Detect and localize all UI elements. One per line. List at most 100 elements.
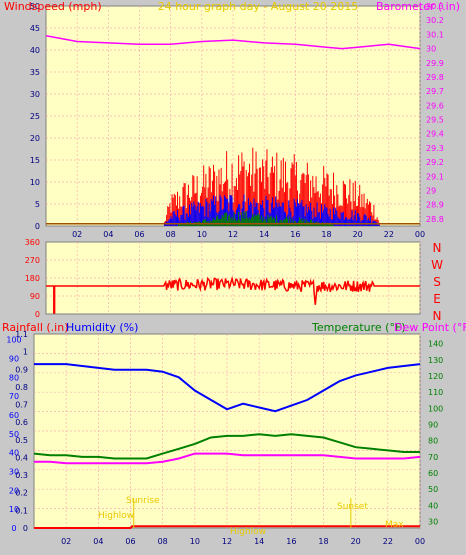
- ylabel-rainfall: Rainfall (.in): [2, 321, 69, 334]
- x-tick-label: 20: [353, 230, 363, 239]
- x-tick-label: 20: [351, 537, 361, 546]
- y-tick-label-rain: 1.1: [15, 330, 28, 339]
- y-tick-label: 25: [30, 112, 40, 121]
- compass-label: N: [433, 309, 442, 323]
- chart-title: 24 hour graph day - August 20 2015: [158, 0, 359, 13]
- compass-label: E: [433, 292, 441, 306]
- y-tick-label-temp: 110: [428, 388, 443, 397]
- x-tick-label: 14: [254, 537, 264, 546]
- y-tick-label-humidity: 80: [9, 373, 19, 382]
- y-tick-label: 5: [35, 200, 40, 209]
- y-tick-label-right: 30.1: [426, 30, 444, 39]
- x-tick-label: 00: [415, 537, 425, 546]
- y-tick-label: 50: [30, 2, 40, 11]
- direction-series: [46, 275, 420, 314]
- y-tick-label-humidity: 70: [9, 392, 19, 401]
- y-tick-label-temp: 130: [428, 356, 443, 365]
- y-tick-label-rain: 0.8: [15, 383, 28, 392]
- ylabel-temperature: Temperature (°F): [311, 321, 406, 334]
- ylabel-windspeed: Windspeed (mph): [4, 0, 102, 13]
- y-tick-label: 270: [25, 256, 40, 265]
- y-tick-label: 180: [25, 274, 40, 283]
- y-tick-label-temp: 60: [428, 469, 438, 478]
- y-tick-label-right: 28.8: [426, 215, 444, 224]
- compass-label: S: [433, 275, 441, 289]
- x-tick-label: 04: [103, 230, 113, 239]
- rainfall-series: [34, 525, 420, 529]
- y-tick-label-humidity: 40: [9, 449, 19, 458]
- y-tick-label-right: 29.8: [426, 73, 444, 82]
- y-tick-label: 360: [25, 238, 40, 247]
- y-tick-label-humidity: 0: [11, 524, 16, 533]
- compass-label: W: [431, 258, 443, 272]
- compass-label: N: [433, 241, 442, 255]
- sunset-label: Sunset: [337, 502, 368, 512]
- y-tick-label-temp: 90: [428, 421, 438, 430]
- x-tick-label: 18: [318, 537, 328, 546]
- y-tick-label-temp: 50: [428, 485, 438, 494]
- y-tick-label-humidity: 30: [9, 467, 19, 476]
- y-tick-label-right: 29.2: [426, 158, 444, 167]
- x-tick-label: 04: [93, 537, 103, 546]
- y-tick-label-rain: 0.9: [15, 365, 28, 374]
- y-tick-label-temp: 80: [428, 437, 438, 446]
- temperature-series: [33, 433, 420, 460]
- x-tick-label: 00: [415, 230, 425, 239]
- y-tick-label: 90: [30, 292, 40, 301]
- x-tick-label: 18: [321, 230, 331, 239]
- y-tick-label: 15: [30, 156, 40, 165]
- x-tick-label: 10: [197, 230, 207, 239]
- y-tick-label-right: 29: [426, 187, 436, 196]
- y-tick-label-right: 29.1: [426, 172, 444, 181]
- y-tick-label-rain: 0.7: [15, 401, 28, 410]
- y-tick-label: 45: [30, 24, 40, 33]
- y-tick-label-rain: 1: [23, 348, 28, 357]
- ylabel-barometer: Barometer (.in): [376, 0, 460, 13]
- y-tick-label-right: 30.2: [426, 16, 444, 25]
- humidity-series: [34, 363, 421, 413]
- y-tick-label-rain: 0.1: [15, 506, 28, 515]
- dewpoint-series: [34, 452, 421, 465]
- y-tick-label: 0: [35, 222, 40, 231]
- y-tick-label-temp: 120: [428, 372, 443, 381]
- x-tick-label: 22: [383, 537, 393, 546]
- x-tick-label: 12: [222, 537, 232, 546]
- y-tick-label: 10: [30, 178, 40, 187]
- x-tick-label: 02: [72, 230, 82, 239]
- x-tick-label: 08: [158, 537, 168, 546]
- y-tick-label-rain: 0.6: [15, 418, 28, 427]
- y-tick-label-rain: 0.2: [15, 489, 28, 498]
- y-tick-label-right: 29.7: [426, 87, 444, 96]
- max-label: Max: [385, 520, 404, 530]
- y-tick-label-humidity: 100: [6, 336, 21, 345]
- y-tick-label-temp: 40: [428, 501, 438, 510]
- y-tick-label-right: 30: [426, 45, 436, 54]
- y-tick-label: 40: [30, 46, 40, 55]
- highlow-label-2: Highlow: [230, 527, 266, 537]
- y-tick-label: 20: [30, 134, 40, 143]
- x-tick-label: 10: [190, 537, 200, 546]
- y-tick-label-right: 29.9: [426, 59, 444, 68]
- x-tick-label: 06: [134, 230, 144, 239]
- y-tick-label-temp: 100: [428, 404, 443, 413]
- sunrise-label: Sunrise: [126, 496, 160, 506]
- y-tick-label-right: 28.9: [426, 201, 444, 210]
- y-tick-label-right: 29.3: [426, 144, 444, 153]
- y-tick-label-rain: 0: [23, 524, 28, 533]
- y-tick-label-right: 29.6: [426, 101, 444, 110]
- y-tick-label-temp: 70: [428, 453, 438, 462]
- x-tick-label: 14: [259, 230, 269, 239]
- y-tick-label-right: 29.5: [426, 116, 444, 125]
- y-tick-label-rain: 0.5: [15, 436, 28, 445]
- x-tick-label: 22: [384, 230, 394, 239]
- y-tick-label-humidity: 10: [9, 505, 19, 514]
- highlow-label: Highlow: [98, 511, 134, 521]
- y-tick-label-humidity: 50: [9, 430, 19, 439]
- y-tick-label: 30: [30, 90, 40, 99]
- barometer-series: [45, 35, 421, 50]
- x-tick-label: 12: [228, 230, 238, 239]
- y-tick-label-humidity: 60: [9, 411, 19, 420]
- y-tick-label-humidity: 20: [9, 486, 19, 495]
